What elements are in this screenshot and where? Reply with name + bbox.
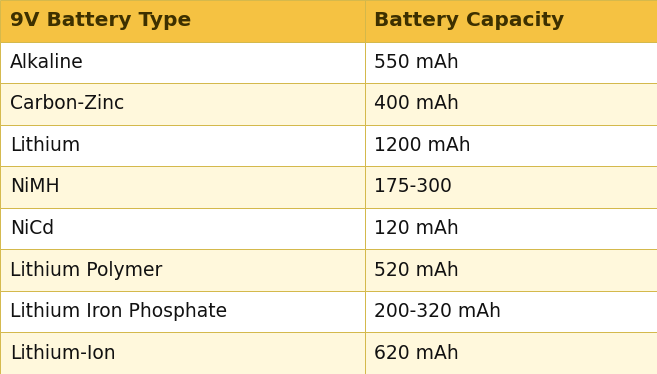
- Text: NiMH: NiMH: [10, 178, 60, 196]
- FancyBboxPatch shape: [365, 208, 657, 249]
- FancyBboxPatch shape: [0, 249, 365, 291]
- FancyBboxPatch shape: [365, 249, 657, 291]
- Text: 1200 mAh: 1200 mAh: [374, 136, 471, 155]
- Text: 9V Battery Type: 9V Battery Type: [10, 11, 191, 30]
- Text: 400 mAh: 400 mAh: [374, 94, 459, 113]
- Text: 520 mAh: 520 mAh: [374, 261, 459, 280]
- FancyBboxPatch shape: [365, 166, 657, 208]
- Text: Lithium Polymer: Lithium Polymer: [10, 261, 162, 280]
- Text: Lithium-Ion: Lithium-Ion: [10, 344, 116, 363]
- Text: 120 mAh: 120 mAh: [374, 219, 459, 238]
- Text: Lithium: Lithium: [10, 136, 80, 155]
- Text: Battery Capacity: Battery Capacity: [374, 11, 565, 30]
- FancyBboxPatch shape: [365, 332, 657, 374]
- FancyBboxPatch shape: [365, 42, 657, 83]
- FancyBboxPatch shape: [0, 208, 365, 249]
- FancyBboxPatch shape: [0, 0, 365, 42]
- FancyBboxPatch shape: [0, 83, 365, 125]
- FancyBboxPatch shape: [0, 332, 365, 374]
- FancyBboxPatch shape: [365, 83, 657, 125]
- FancyBboxPatch shape: [0, 42, 365, 83]
- FancyBboxPatch shape: [365, 0, 657, 42]
- Text: NiCd: NiCd: [10, 219, 54, 238]
- FancyBboxPatch shape: [365, 291, 657, 332]
- FancyBboxPatch shape: [0, 291, 365, 332]
- Text: 550 mAh: 550 mAh: [374, 53, 459, 72]
- Text: Alkaline: Alkaline: [10, 53, 83, 72]
- Text: 200-320 mAh: 200-320 mAh: [374, 302, 501, 321]
- Text: 175-300: 175-300: [374, 178, 453, 196]
- FancyBboxPatch shape: [0, 166, 365, 208]
- Text: Carbon-Zinc: Carbon-Zinc: [10, 94, 124, 113]
- FancyBboxPatch shape: [365, 125, 657, 166]
- Text: 620 mAh: 620 mAh: [374, 344, 459, 363]
- FancyBboxPatch shape: [0, 125, 365, 166]
- Text: Lithium Iron Phosphate: Lithium Iron Phosphate: [10, 302, 227, 321]
